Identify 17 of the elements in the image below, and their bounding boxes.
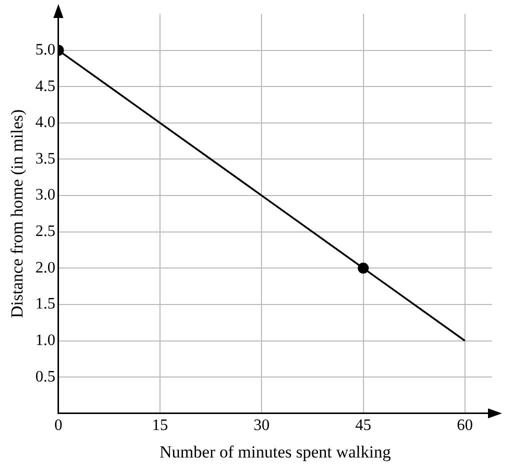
y-tick-label: 4.5 — [35, 78, 56, 95]
x-tick-label: 45 — [355, 417, 372, 434]
x-tick-label: 0 — [54, 417, 62, 434]
y-tick-label: 2.5 — [35, 223, 56, 240]
y-tick-label: 3.5 — [35, 150, 56, 168]
y-tick-label: 1.5 — [35, 296, 56, 313]
x-tick-label: 30 — [254, 417, 270, 434]
x-axis-title: Number of minutes spent walking — [160, 442, 392, 462]
y-tick-label: 4.0 — [35, 114, 56, 132]
y-tick-label: 0.5 — [35, 368, 56, 386]
y-tick-label: 3.0 — [35, 186, 56, 204]
y-tick-label: 1.0 — [35, 332, 56, 349]
y-tick-label: 2.0 — [35, 259, 56, 276]
x-tick-label: 60 — [456, 417, 473, 434]
x-tick-label: 15 — [152, 417, 168, 434]
y-tick-label: 5.0 — [35, 42, 56, 59]
y-axis-title: Distance from home (in miles) — [8, 109, 27, 318]
